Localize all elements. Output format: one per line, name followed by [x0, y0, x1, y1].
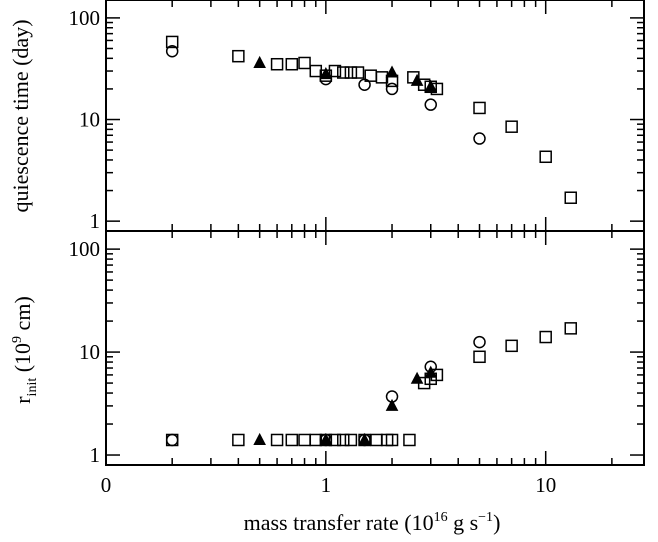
- data-points: [165, 35, 577, 204]
- square-point: [403, 433, 416, 447]
- square-point: [539, 150, 552, 164]
- square-point: [309, 64, 323, 78]
- triangle-point: [424, 79, 438, 92]
- triangle-point: [410, 73, 424, 86]
- triangle-point: [385, 398, 399, 411]
- square-point: [309, 433, 323, 447]
- square-point: [337, 433, 350, 447]
- square-point: [539, 330, 552, 344]
- square-point: [385, 433, 399, 447]
- x-tick-label: 0: [101, 473, 112, 497]
- square-point: [351, 66, 365, 79]
- quiescence-time-panel: 1 10 100 quiescence time (day): [8, 0, 645, 233]
- triangle-point: [253, 432, 266, 445]
- square-point: [270, 433, 284, 447]
- square-point: [285, 57, 299, 71]
- data-points: [165, 322, 577, 447]
- x-tick-label: 10: [535, 473, 556, 497]
- square-point: [285, 433, 299, 447]
- plot-frame: [105, 230, 645, 466]
- square-point: [564, 322, 577, 335]
- circle-point: [165, 44, 179, 58]
- square-point: [344, 433, 358, 447]
- y-tick-label: 1: [90, 209, 101, 233]
- square-point: [344, 66, 358, 79]
- square-point: [232, 433, 245, 447]
- circle-point: [424, 98, 437, 111]
- axis-ticks: [105, 231, 644, 465]
- y-tick-labels: 1 10 100: [69, 6, 101, 233]
- triangle-point: [410, 371, 424, 384]
- circle-point: [385, 82, 399, 96]
- square-point: [505, 120, 518, 133]
- circle-point: [473, 335, 486, 349]
- triangle-point: [358, 432, 371, 445]
- axis-ticks: [105, 0, 644, 231]
- square-point: [564, 191, 577, 204]
- y-tick-labels: 1 10 100: [69, 237, 101, 467]
- triangle-point: [319, 432, 333, 445]
- square-point: [473, 350, 486, 364]
- square-point: [473, 101, 486, 115]
- square-point: [298, 56, 311, 70]
- circle-point: [473, 132, 486, 145]
- square-point: [505, 339, 518, 353]
- square-point: [328, 64, 342, 78]
- triangle-point: [385, 65, 399, 78]
- circle-point: [358, 78, 371, 91]
- triangle-point: [319, 67, 333, 80]
- y-tick-label: 100: [69, 237, 101, 261]
- y-tick-label: 10: [79, 108, 100, 132]
- square-point: [165, 35, 179, 49]
- square-point: [232, 49, 245, 63]
- triangle-point: [253, 55, 266, 68]
- square-point: [337, 66, 350, 79]
- circle-point: [165, 433, 179, 447]
- x-tick-labels: 0 1 10: [101, 473, 556, 497]
- y-tick-label: 1: [90, 443, 101, 467]
- x-axis-title: mass transfer rate (1016 g s−1): [244, 510, 501, 535]
- triangle-point: [424, 365, 438, 378]
- x-tick-label: 1: [321, 473, 332, 497]
- y-tick-label: 10: [79, 340, 100, 364]
- square-point: [270, 57, 284, 71]
- y-axis-title: quiescence time (day): [8, 19, 33, 212]
- y-tick-label: 100: [69, 6, 101, 30]
